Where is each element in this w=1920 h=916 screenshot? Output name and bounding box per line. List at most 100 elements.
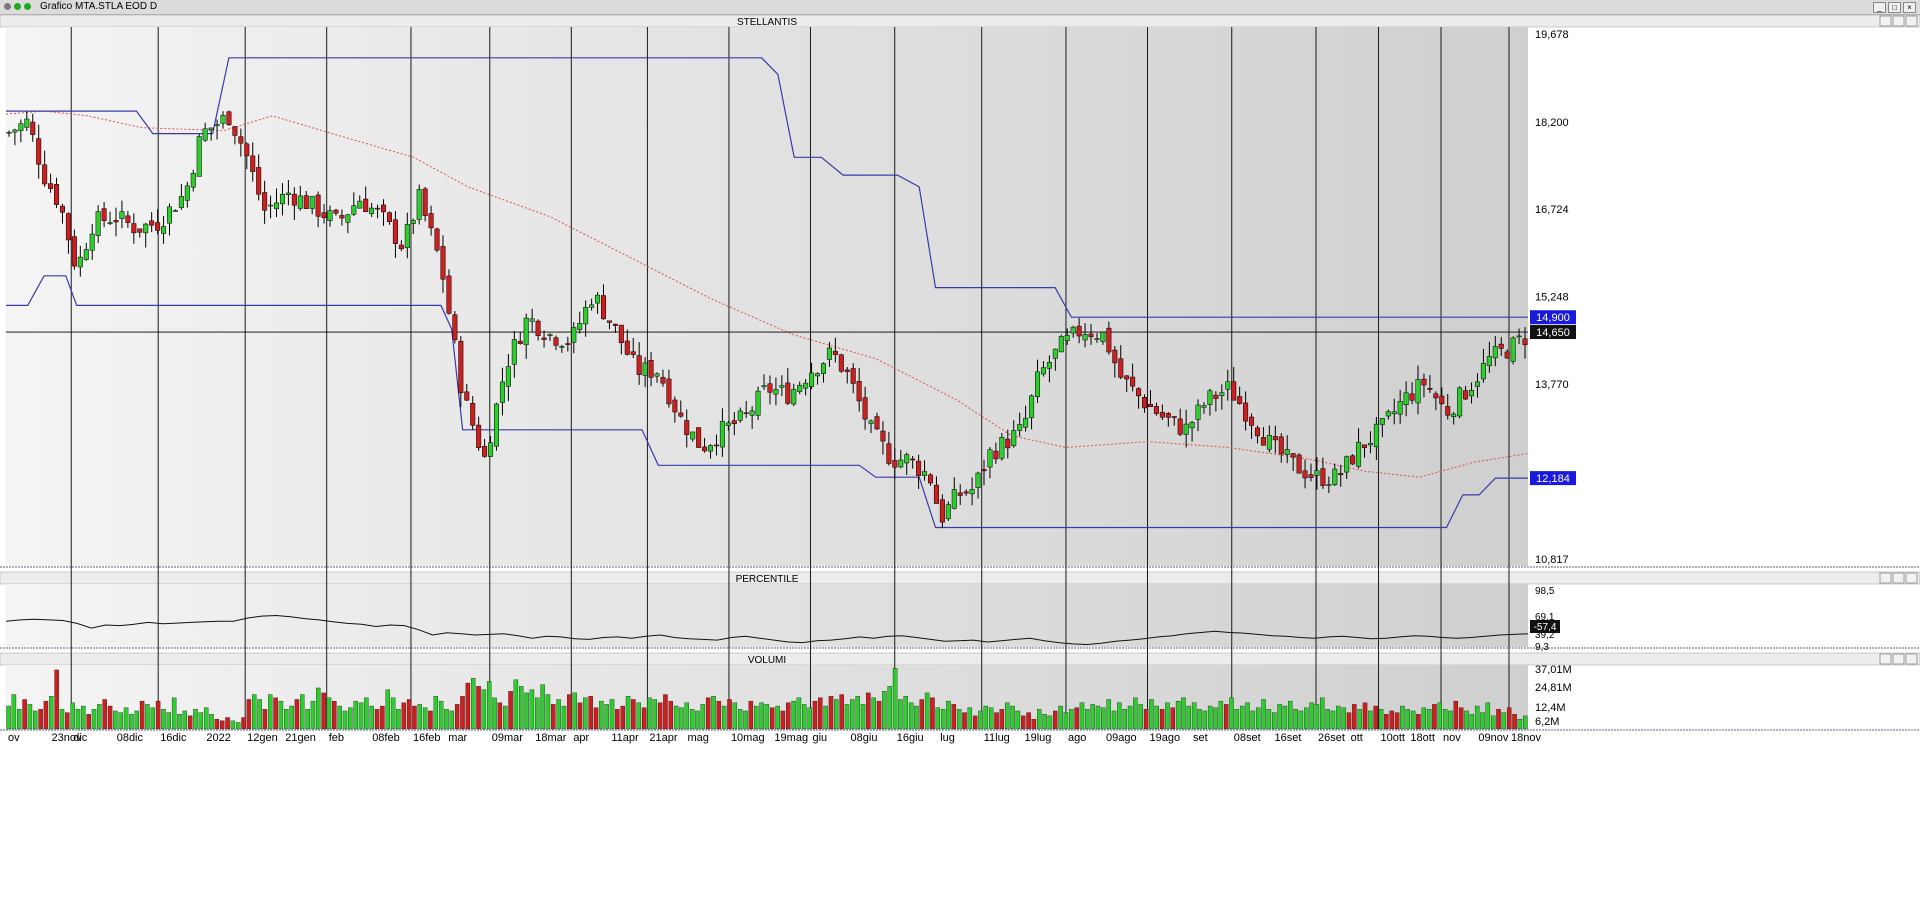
volume-tick-3: 6,2M — [1535, 716, 1559, 728]
candle-body-232 — [1385, 411, 1391, 417]
close-button[interactable]: × — [1903, 2, 1916, 13]
candle-body-79 — [476, 424, 482, 448]
volume-bar-180 — [967, 707, 973, 730]
volume-bar-54 — [294, 699, 300, 730]
volume-bar-177 — [951, 704, 957, 730]
volume-bar-263 — [1410, 710, 1416, 730]
x-label-27: 09ago — [1106, 732, 1137, 744]
candle-body-240 — [1433, 393, 1439, 399]
volume-bar-98 — [529, 689, 535, 730]
candle-body-133 — [797, 384, 803, 392]
volume-bar-14 — [81, 705, 86, 730]
candle-body-251 — [1498, 343, 1504, 349]
minimize-button[interactable]: _ — [1873, 2, 1886, 13]
candle-body-26 — [161, 226, 167, 234]
candle-body-252 — [1504, 351, 1510, 359]
volume-bar-42 — [230, 720, 236, 730]
price-tag-1 — [1530, 325, 1576, 340]
candle-body-32 — [196, 136, 202, 177]
volume-bar-154 — [828, 696, 834, 730]
candle-body-90 — [541, 337, 547, 340]
chart-area[interactable]: STELLANTIS PERCENTILE VOLUMI 19,678 18,200 16… — [0, 15, 1920, 916]
volume-bar-174 — [935, 707, 941, 730]
candle-body-166 — [993, 450, 999, 460]
volume-bar-122 — [657, 702, 663, 730]
volume-tick-2: 12,4M — [1535, 702, 1566, 714]
x-label-9: 08feb — [372, 732, 400, 744]
x-label-38: 18nov — [1511, 732, 1541, 744]
candle-body-124 — [743, 412, 749, 415]
candle-body-41 — [250, 155, 256, 172]
volume-bar-201 — [1079, 702, 1085, 730]
volume-bar-150 — [807, 707, 812, 730]
volume-bar-126 — [679, 707, 684, 730]
volume-bar-57 — [310, 700, 316, 730]
candle-body-230 — [1373, 423, 1379, 448]
volume-bar-132 — [711, 696, 716, 730]
candle-body-2 — [18, 123, 24, 131]
volume-bar-173 — [930, 697, 935, 730]
volume-bar-113 — [609, 699, 615, 730]
candle-body-254 — [1516, 335, 1522, 338]
candle-body-228 — [1361, 444, 1368, 448]
volume-bar-138 — [743, 710, 748, 730]
candle-body-176 — [1052, 348, 1058, 359]
volume-bar-243 — [1304, 707, 1309, 730]
candle-body-94 — [565, 343, 571, 345]
window-menu-icon[interactable] — [4, 3, 11, 10]
candle-body-67 — [404, 224, 410, 249]
candle-body-134 — [803, 382, 809, 389]
volume-bar-187 — [1004, 702, 1010, 730]
volume-bar-103 — [556, 699, 561, 730]
candle-body-200 — [1195, 404, 1201, 420]
volume-bar-39 — [214, 719, 220, 730]
volume-bar-20 — [113, 710, 118, 730]
candle-body-42 — [256, 167, 262, 195]
volume-bar-191 — [1026, 712, 1031, 730]
maximize-button[interactable]: □ — [1888, 2, 1901, 13]
volume-bar-51 — [278, 700, 284, 730]
x-label-13: 18mar — [535, 732, 567, 744]
candle-body-55 — [333, 209, 339, 214]
candle-body-135 — [809, 372, 815, 387]
volume-bar-136 — [732, 702, 738, 730]
volume-bar-190 — [1021, 715, 1026, 730]
volume-bar-283 — [1517, 719, 1523, 730]
candle-body-244 — [1457, 387, 1463, 417]
price-tick-0: 19,678 — [1535, 29, 1569, 41]
volume-bar-76 — [412, 705, 417, 730]
candle-body-168 — [1005, 438, 1011, 449]
volume-bar-11 — [65, 712, 70, 730]
candle-body-38 — [232, 126, 238, 136]
candle-body-28 — [172, 210, 178, 212]
volume-bar-211 — [1133, 697, 1138, 730]
candle-body-185 — [1106, 327, 1112, 353]
candle-body-7 — [48, 183, 54, 189]
volume-bar-245 — [1314, 704, 1320, 730]
volume-bar-179 — [962, 712, 967, 730]
volume-bar-142 — [764, 704, 770, 730]
candle-body-178 — [1064, 335, 1070, 341]
candle-body-123 — [737, 410, 743, 421]
candle-body-105 — [630, 351, 636, 355]
candle-body-160 — [957, 492, 963, 496]
candle-body-61 — [369, 207, 375, 214]
volume-bar-188 — [1010, 705, 1015, 730]
candle-body-58 — [351, 205, 357, 215]
candle-body-9 — [59, 205, 65, 213]
candle-body-119 — [713, 444, 719, 447]
x-label-8: feb — [329, 732, 344, 744]
volume-bar-114 — [615, 709, 620, 730]
volume-bar-282 — [1512, 714, 1517, 730]
candle-body-107 — [642, 362, 648, 376]
volume-bar-232 — [1245, 702, 1250, 730]
x-label-7: 21gen — [285, 732, 316, 744]
volume-bar-218 — [1170, 707, 1175, 730]
candle-body-221 — [1320, 468, 1326, 486]
candle-body-145 — [868, 420, 874, 424]
x-label-19: 19mag — [774, 732, 808, 744]
volume-bar-139 — [748, 700, 754, 730]
candle-body-205 — [1225, 381, 1231, 390]
volume-bar-231 — [1239, 705, 1245, 730]
volume-bar-277 — [1485, 702, 1491, 730]
